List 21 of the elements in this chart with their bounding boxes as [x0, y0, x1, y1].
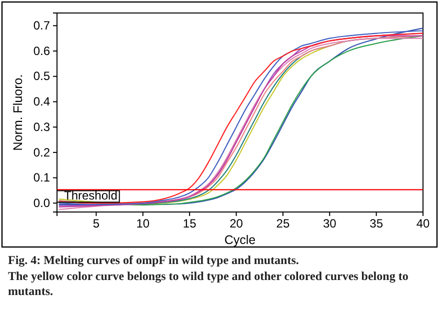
- y-tick-label: 0.2: [33, 145, 50, 160]
- x-tick-label: 25: [276, 216, 290, 231]
- x-tick-label: 5: [92, 216, 100, 231]
- y-tick-label: 0.1: [33, 170, 50, 185]
- y-tick-label: 0.5: [33, 69, 50, 84]
- caption: Fig. 4: Melting curves of ompF in wild type and mutants.: [8, 253, 300, 268]
- x-tick-label: 30: [322, 216, 337, 231]
- x-axis-title: Cycle: [224, 233, 256, 247]
- y-tick-label: 0.4: [33, 94, 50, 109]
- ref-line-label: Threshold: [64, 188, 118, 203]
- y-tick-label: 0.7: [33, 18, 50, 33]
- x-tick-label: 10: [136, 216, 150, 231]
- y-axis-title: Norm. Fluoro.: [11, 74, 25, 151]
- x-tick-label: 40: [416, 216, 430, 231]
- x-tick-label: 20: [230, 216, 244, 231]
- x-tick-label: 35: [370, 216, 384, 231]
- y-tick-label: 0.3: [33, 120, 50, 134]
- y-tick-label: 0.0: [33, 196, 50, 210]
- text: The yellow color curve belongs to wild type and other colored curves belong to mutants.: [8, 268, 410, 300]
- x-tick-label: 15: [182, 216, 197, 231]
- y-tick-label: 0.6: [33, 44, 50, 58]
